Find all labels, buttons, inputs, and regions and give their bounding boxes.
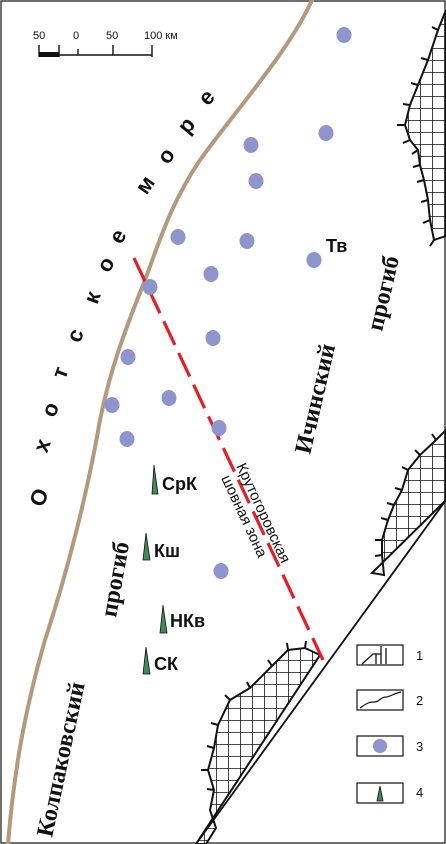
field-ksh: Кш xyxy=(142,532,180,561)
legend-number: 1 xyxy=(416,648,423,663)
scale-tick-label: 50 xyxy=(33,30,45,42)
blue-point xyxy=(119,431,135,447)
basement-block-sw xyxy=(194,640,322,844)
blue-point xyxy=(120,349,136,365)
basement-block-ne xyxy=(397,9,446,247)
coastline xyxy=(6,0,314,844)
field-label: Кш xyxy=(154,541,180,561)
sea-label: О х о т с к о е м о р е xyxy=(24,84,219,509)
sea-letter: с xyxy=(61,325,89,345)
blue-point xyxy=(205,330,221,346)
scale-segment xyxy=(39,52,59,57)
blue-point xyxy=(142,279,158,295)
scale-ticks xyxy=(38,45,153,57)
field-nkv: НКв xyxy=(159,604,205,634)
sea-letter: т xyxy=(46,363,73,382)
scale-tick-label: 0 xyxy=(73,30,79,42)
field-label: НКв xyxy=(170,611,205,631)
trough-word: прогиб xyxy=(96,540,135,619)
scale-tick-label: 100 км xyxy=(144,30,178,42)
trough-name: Ичинский xyxy=(291,341,342,456)
sea-letter: е xyxy=(104,225,132,248)
point-label-tv: Тв xyxy=(326,236,347,256)
sea-letter: О xyxy=(24,485,53,510)
blue-point xyxy=(161,390,177,406)
boundary-line xyxy=(195,499,446,844)
sea-letter: к xyxy=(78,287,106,307)
blue-point xyxy=(248,173,264,189)
green-triangle-icon xyxy=(376,785,384,802)
blue-point xyxy=(306,252,322,268)
sea-letter: м xyxy=(130,171,160,199)
legend-number: 2 xyxy=(416,693,423,708)
hatched-edge-icon xyxy=(361,646,387,665)
green-triangle-icon xyxy=(142,532,151,561)
blue-point xyxy=(211,420,227,436)
blue-point xyxy=(104,397,120,413)
sea-letter: о xyxy=(91,252,119,276)
sea-letter: е xyxy=(193,84,220,109)
trough-word: прогиб xyxy=(363,254,405,334)
blue-point-group xyxy=(104,27,352,579)
blue-point-icon xyxy=(373,739,387,753)
green-triangle-icon xyxy=(142,646,151,675)
sea-letter: о xyxy=(152,143,180,168)
coastline-icon xyxy=(359,691,402,709)
kolpakovsky-trough-label: Колпаковский прогиб xyxy=(32,540,135,839)
blue-point xyxy=(213,563,229,579)
legend-item-1: 1 xyxy=(356,644,423,666)
legend-item-2: 2 xyxy=(356,689,423,711)
trough-name: Колпаковский xyxy=(32,680,90,840)
scale-bar: 50 0 50 100 км xyxy=(33,30,178,57)
legend-number: 3 xyxy=(416,739,423,754)
legend-item-3: 3 xyxy=(356,735,423,757)
field-sk: СК xyxy=(142,646,179,675)
blue-point xyxy=(336,27,352,43)
legend-number: 4 xyxy=(416,785,423,800)
field-srk: СрК xyxy=(151,464,198,495)
sea-letter: х xyxy=(28,435,56,456)
blue-point xyxy=(239,233,255,249)
legend: 1 2 3 4 xyxy=(356,644,423,804)
field-label: СрК xyxy=(162,474,198,494)
legend-item-4: 4 xyxy=(356,782,423,804)
fault-zone-label: Крутогоровская шовная зона xyxy=(217,461,293,566)
green-triangle-icon xyxy=(159,604,168,634)
krutogorovsky-fault xyxy=(132,257,325,661)
legend-box xyxy=(356,644,404,666)
blue-point xyxy=(170,229,186,245)
blue-point xyxy=(243,137,259,153)
sea-letter: о xyxy=(36,399,64,420)
field-marker-group: СрК Кш НКв СК xyxy=(142,464,205,675)
scale-tick-label: 50 xyxy=(106,30,118,42)
blue-point xyxy=(318,125,334,141)
green-triangle-icon xyxy=(151,464,159,495)
blue-point xyxy=(203,266,219,282)
sea-letter: р xyxy=(172,112,200,138)
field-label: СК xyxy=(154,654,179,674)
ichinsky-trough-label: Ичинский прогиб xyxy=(291,254,405,457)
basement-block-mid xyxy=(369,428,446,577)
